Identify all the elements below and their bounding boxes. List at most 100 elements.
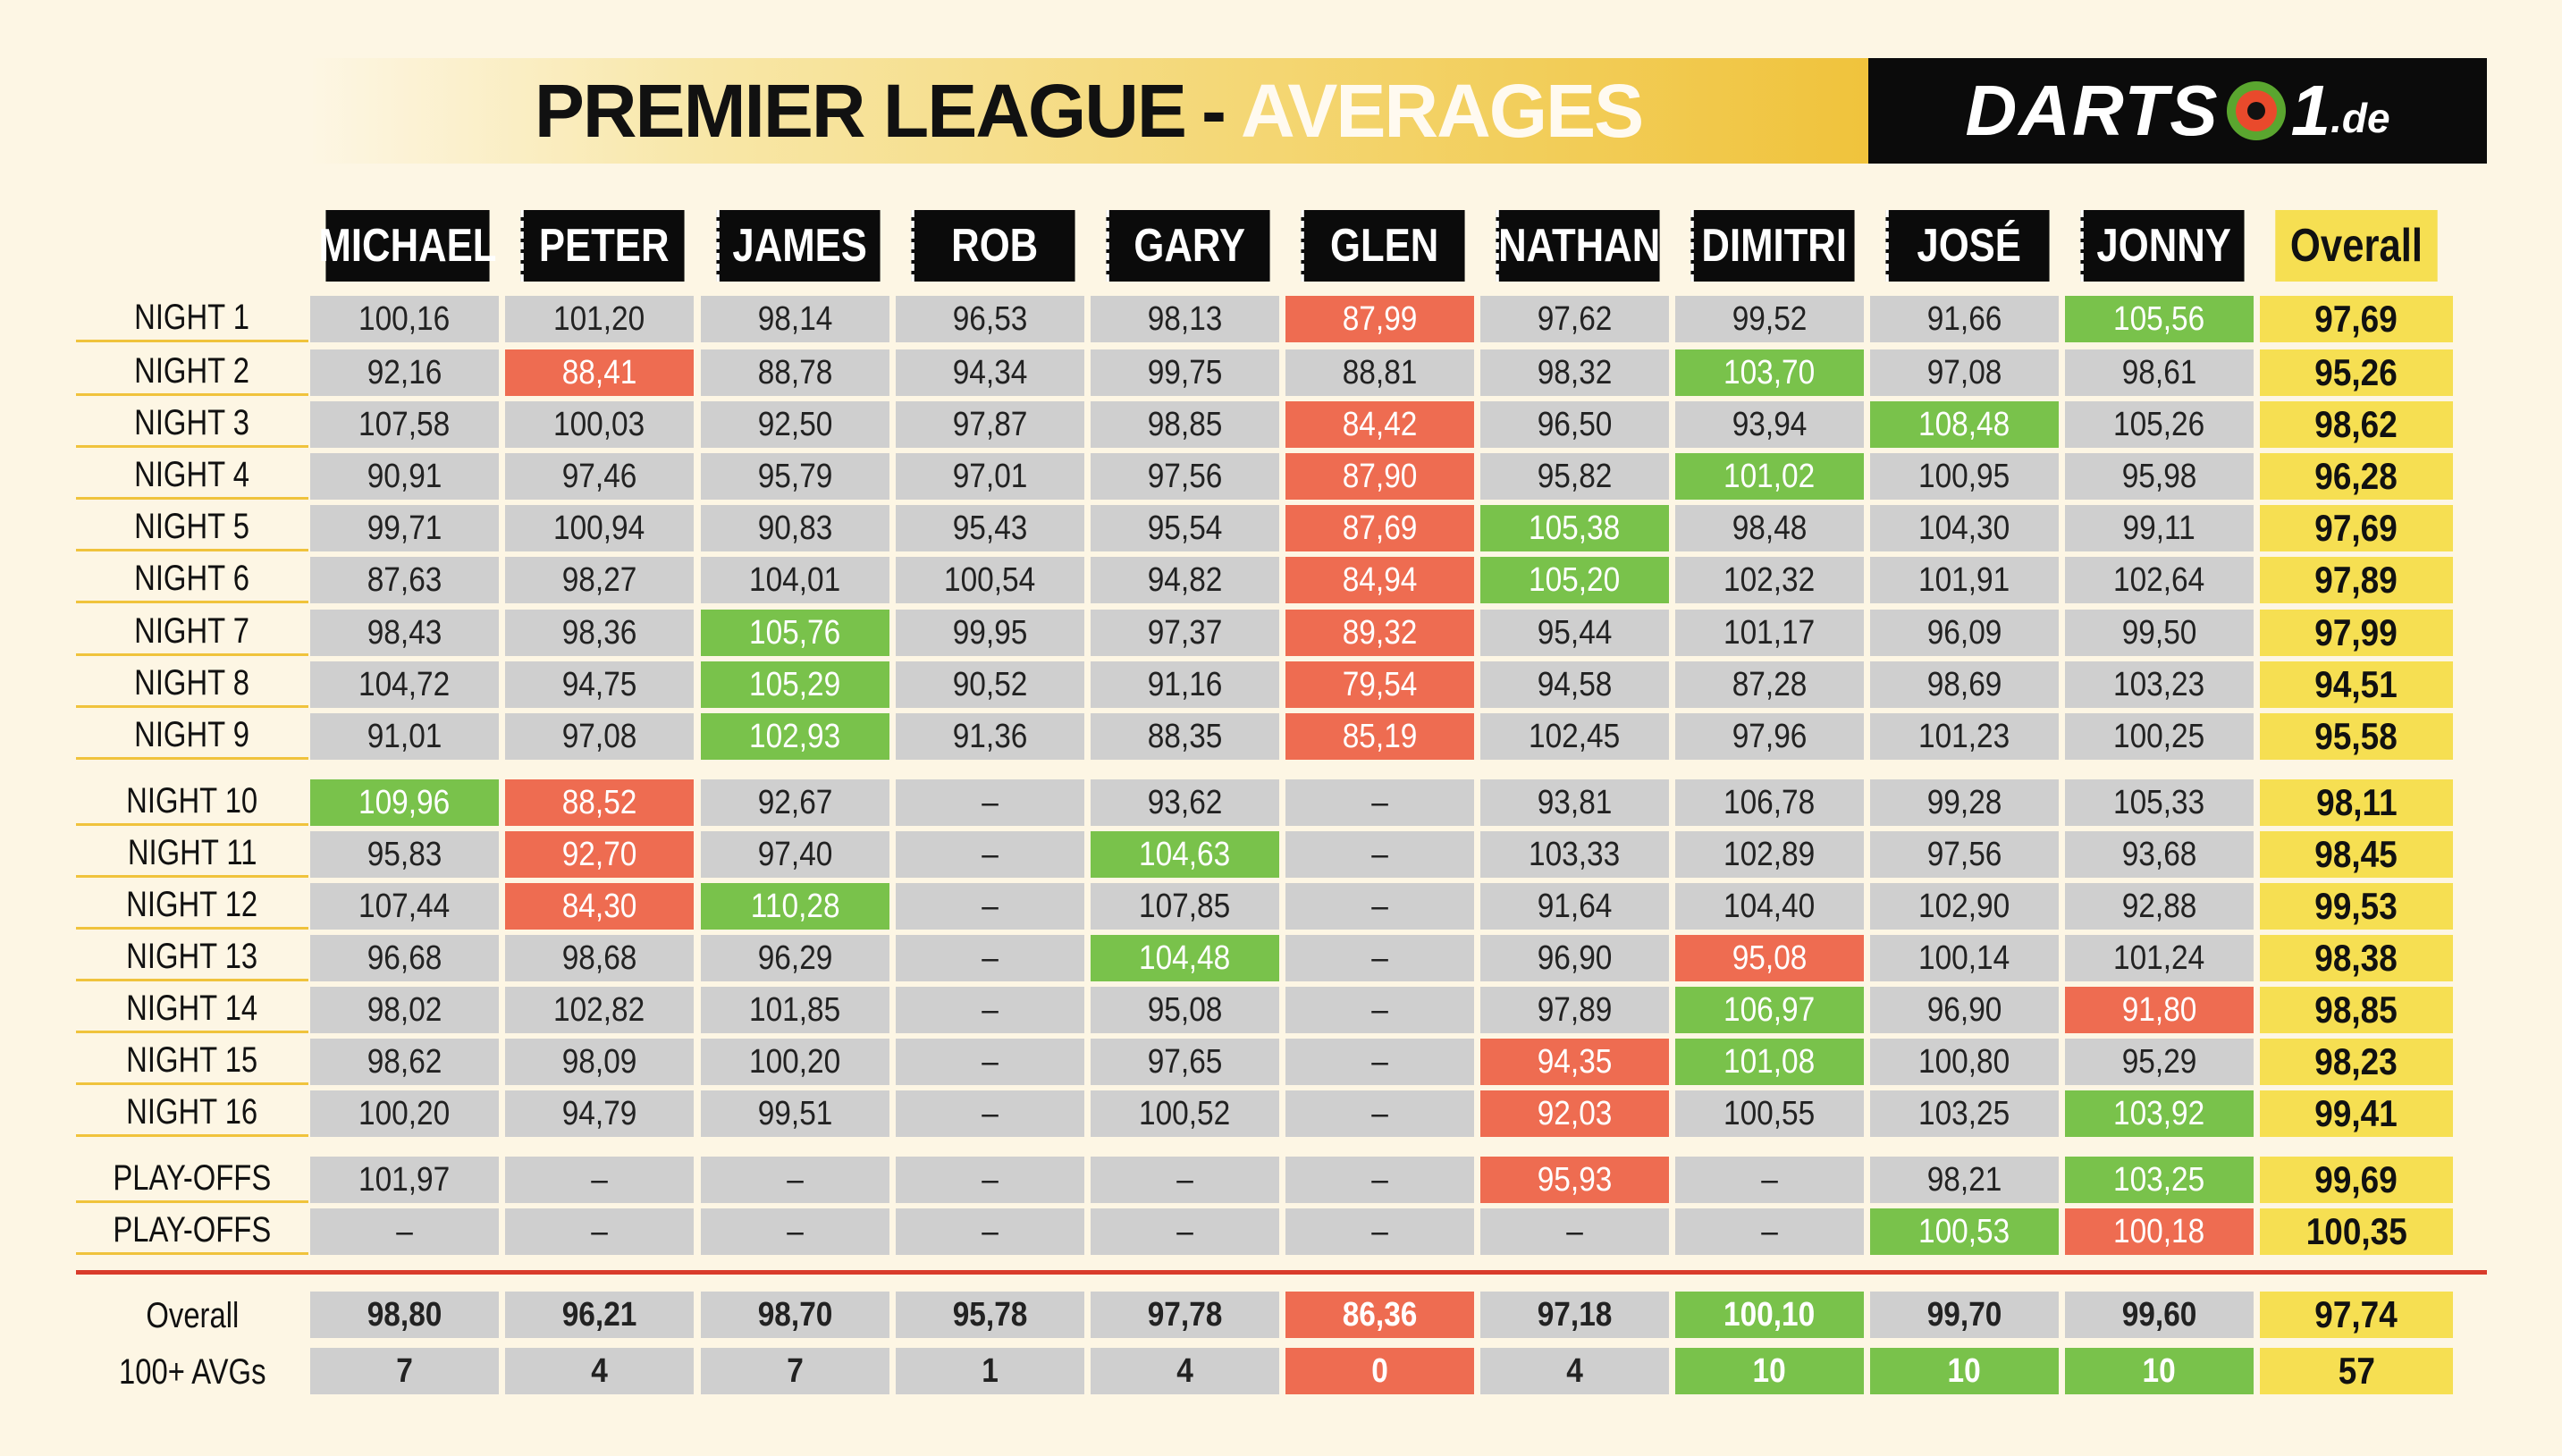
table-cell: 98,48: [1675, 505, 1864, 551]
table-cell: 90,83: [701, 505, 889, 551]
table-cell: 92,16: [310, 349, 499, 396]
cell-value: 97,69: [2314, 298, 2398, 340]
cell-value: 104,63: [1139, 835, 1231, 873]
table-cell: 84,42: [1285, 401, 1474, 448]
cell-value: 101,24: [2113, 938, 2205, 977]
table-row: NIGHT 10 109,96 88,52 92,67 – 93,62 – 93,81 106,…: [0, 779, 2562, 826]
cell-value: –: [396, 1212, 413, 1250]
table-cell: 99,50: [2065, 610, 2254, 656]
table-cell: 98,70: [701, 1292, 889, 1338]
table-cell: –: [310, 1208, 499, 1255]
cell-value: –: [591, 1212, 608, 1250]
row-label-text: Overall: [146, 1296, 239, 1335]
cell-value: 101,17: [1723, 613, 1816, 652]
table-cell: –: [1285, 1090, 1474, 1137]
table-cell: –: [1285, 831, 1474, 878]
table-cell: –: [1675, 1208, 1864, 1255]
cell-value: 84,30: [561, 887, 637, 925]
row-label: NIGHT 4: [76, 453, 308, 500]
table-cell: 97,96: [1675, 713, 1864, 760]
row-label-text: NIGHT 14: [126, 989, 258, 1028]
title-main: PREMIER LEAGUE: [534, 68, 1187, 153]
table-cell: 105,20: [1480, 557, 1669, 603]
cell-value: 4: [591, 1351, 608, 1390]
table-cell: 100,14: [1870, 935, 2059, 981]
cell-value: 96,28: [2314, 455, 2398, 497]
overall-cell: 100,35: [2260, 1208, 2453, 1255]
table-cell: 93,94: [1675, 401, 1864, 448]
table-cell: 92,88: [2065, 883, 2254, 930]
table-cell: 92,67: [701, 779, 889, 826]
column-header: DIMITRI: [1690, 210, 1855, 282]
column-header: JAMES: [716, 210, 881, 282]
table-cell: 96,68: [310, 935, 499, 981]
cell-value: 99,60: [2121, 1295, 2197, 1334]
cell-value: 102,32: [1723, 560, 1816, 599]
cell-value: 97,89: [2314, 559, 2398, 601]
table-cell: 94,82: [1091, 557, 1279, 603]
table-cell: 91,64: [1480, 883, 1669, 930]
table-cell: –: [505, 1157, 694, 1203]
table-row: NIGHT 15 98,62 98,09 100,20 – 97,65 – 94,35 101,…: [0, 1039, 2562, 1085]
table-cell: 108,48: [1870, 401, 2059, 448]
table-row: PLAY-OFFS 101,97 – – – – – 95,93 – 98,21 103,25 99,…: [0, 1157, 2562, 1203]
table-cell: –: [896, 831, 1084, 878]
row-label: NIGHT 11: [76, 831, 308, 878]
row-label-text: NIGHT 13: [126, 937, 258, 976]
table-cell: 101,23: [1870, 713, 2059, 760]
overall-cell: 99,69: [2260, 1157, 2453, 1203]
overall-cell: 99,41: [2260, 1090, 2453, 1137]
column-header: GLEN: [1301, 210, 1465, 282]
overall-cell: 96,28: [2260, 453, 2453, 500]
cell-value: 99,70: [1926, 1295, 2002, 1334]
table-cell: 91,16: [1091, 661, 1279, 708]
cell-value: 104,72: [358, 665, 451, 703]
table-row: NIGHT 7 98,43 98,36 105,76 99,95 97,37 89,32 95…: [0, 610, 2562, 656]
table-cell: –: [701, 1157, 889, 1203]
cell-value: –: [1371, 1094, 1388, 1132]
cell-value: 98,11: [2315, 781, 2398, 823]
table-cell: 86,36: [1285, 1292, 1474, 1338]
table-cell: 98,62: [310, 1039, 499, 1085]
cell-value: 98,62: [367, 1042, 442, 1081]
table-cell: 98,27: [505, 557, 694, 603]
cell-value: 102,64: [2113, 560, 2205, 599]
cell-value: 92,88: [2121, 887, 2197, 925]
cell-value: 91,36: [952, 717, 1028, 755]
overall-cell: 57: [2260, 1348, 2453, 1394]
cell-value: 99,28: [1926, 783, 2002, 821]
cell-value: 98,85: [1147, 405, 1223, 443]
row-label-text: 100+ AVGs: [118, 1352, 266, 1392]
page-title: PREMIER LEAGUE - AVERAGES: [308, 58, 1868, 164]
table-cell: 103,33: [1480, 831, 1669, 878]
cell-value: 100,95: [1918, 457, 2010, 495]
table-cell: 93,68: [2065, 831, 2254, 878]
overall-cell: 97,69: [2260, 296, 2453, 342]
cell-value: 88,78: [757, 353, 833, 391]
cell-value: 100,20: [749, 1042, 841, 1081]
table-cell: –: [1091, 1208, 1279, 1255]
cell-value: 96,29: [757, 938, 833, 977]
table-cell: 99,70: [1870, 1292, 2059, 1338]
cell-value: 94,75: [561, 665, 637, 703]
table-cell: 97,40: [701, 831, 889, 878]
table-cell: 97,65: [1091, 1039, 1279, 1085]
table-cell: 84,94: [1285, 557, 1474, 603]
cell-value: 102,45: [1529, 717, 1621, 755]
cell-value: –: [982, 1212, 999, 1250]
logo-suffix: .de: [2330, 95, 2390, 141]
row-label-text: NIGHT 2: [134, 351, 250, 391]
cell-value: 88,52: [561, 783, 637, 821]
cell-value: 98,32: [1537, 353, 1613, 391]
cell-value: 97,37: [1147, 613, 1223, 652]
cell-value: 105,26: [2113, 405, 2205, 443]
cell-value: –: [982, 1094, 999, 1132]
table-cell: 98,61: [2065, 349, 2254, 396]
cell-value: 97,89: [1537, 990, 1613, 1029]
cell-value: 99,53: [2314, 885, 2398, 927]
table-row: NIGHT 12 107,44 84,30 110,28 – 107,85 – 91,64 10…: [0, 883, 2562, 930]
table-cell: 97,78: [1091, 1292, 1279, 1338]
cell-value: –: [1761, 1212, 1778, 1250]
table-cell: 101,08: [1675, 1039, 1864, 1085]
cell-value: 98,45: [2314, 833, 2398, 875]
